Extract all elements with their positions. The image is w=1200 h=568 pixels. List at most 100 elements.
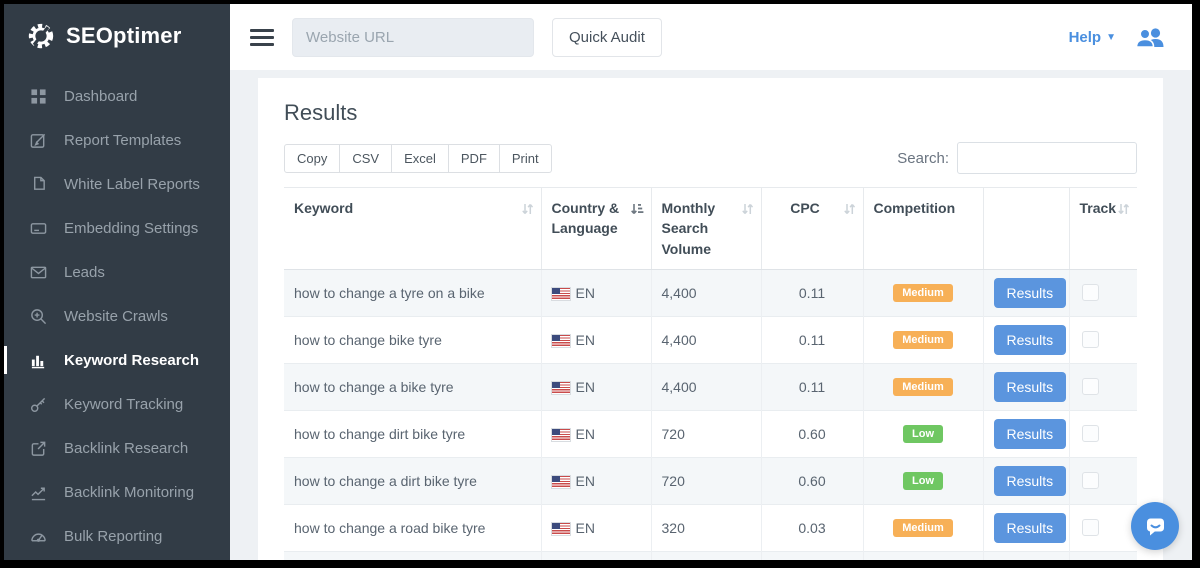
results-button[interactable]: Results bbox=[993, 512, 1067, 543]
table-header-row: Keyword Country & Language Monthly Search … bbox=[284, 187, 1137, 270]
results-button[interactable]: Results bbox=[993, 465, 1067, 496]
table-toolbar: Copy CSV Excel PDF Print Search: bbox=[284, 142, 1137, 174]
column-header-track[interactable]: Track bbox=[1069, 187, 1137, 270]
sidebar-item-leads[interactable]: Leads bbox=[4, 250, 230, 294]
quick-audit-button[interactable]: Quick Audit bbox=[552, 17, 662, 57]
sort-icon bbox=[843, 200, 856, 220]
competition-badge: Medium bbox=[893, 378, 953, 397]
country-cell: EN bbox=[541, 362, 652, 411]
sidebar-item-label: Dashboard bbox=[64, 87, 138, 105]
brand-name: SEOptimer bbox=[66, 23, 182, 48]
competition-badge: Medium bbox=[893, 331, 953, 350]
results-card: Results Copy CSV Excel PDF Print Search: Key… bbox=[258, 78, 1163, 560]
country-cell: EN bbox=[541, 269, 652, 317]
keyword-text: how to change a dirt bike tyre bbox=[294, 472, 477, 489]
sidebar-item-dashboard[interactable]: Dashboard bbox=[4, 74, 230, 118]
sidebar-item-keyword-tracking[interactable]: Keyword Tracking bbox=[4, 382, 230, 426]
country-cell: EN bbox=[541, 503, 652, 552]
csv-export-button[interactable]: CSV bbox=[339, 143, 393, 173]
keyword-cell: how to change bike tyre bbox=[284, 315, 542, 364]
sidebar-item-keyword-research[interactable]: Keyword Research bbox=[4, 338, 230, 382]
column-header-monthly-search-volume[interactable]: Monthly Search Volume bbox=[651, 187, 762, 270]
leads-icon bbox=[29, 263, 47, 281]
track-checkbox[interactable] bbox=[1081, 425, 1099, 443]
website-url-input[interactable] bbox=[292, 17, 534, 57]
track-checkbox[interactable] bbox=[1081, 331, 1099, 349]
sidebar-item-white-label-reports[interactable]: White Label Reports bbox=[4, 162, 230, 206]
results-button[interactable]: Results bbox=[993, 324, 1067, 355]
column-header-cpc[interactable]: CPC bbox=[761, 187, 864, 270]
cpc-value: 0.03 bbox=[798, 519, 826, 536]
sort-desc-icon bbox=[630, 200, 644, 220]
white-label-reports-icon bbox=[29, 175, 47, 193]
country-cell: EN bbox=[541, 409, 652, 458]
competition-cell: Medium bbox=[863, 503, 984, 552]
keyword-cell: how to change a bike tyre bbox=[284, 362, 542, 411]
sidebar-item-backlink-research[interactable]: Backlink Research bbox=[4, 426, 230, 470]
table-row: how to change dirt bike tyre EN 720 0.60 Low… bbox=[284, 409, 1137, 458]
results-button[interactable]: Results bbox=[993, 418, 1067, 449]
track-checkbox[interactable] bbox=[1081, 472, 1099, 490]
country-code: EN bbox=[575, 425, 595, 442]
volume-cell: 4,400 bbox=[651, 315, 762, 364]
sidebar-item-embedding-settings[interactable]: Embedding Settings bbox=[4, 206, 230, 250]
column-header-country-language[interactable]: Country & Language bbox=[541, 187, 652, 270]
action-cell: Results bbox=[983, 456, 1070, 505]
volume-cell: 320 bbox=[651, 550, 762, 560]
sidebar-item-backlink-monitoring[interactable]: Backlink Monitoring bbox=[4, 470, 230, 514]
column-header-keyword[interactable]: Keyword bbox=[284, 187, 542, 270]
track-checkbox[interactable] bbox=[1081, 284, 1099, 302]
table-row: how to change a bike tyre EN 4,400 0.11 Medi… bbox=[284, 362, 1137, 411]
chat-icon bbox=[1144, 515, 1167, 538]
pdf-export-button[interactable]: PDF bbox=[447, 143, 500, 173]
sidebar-item-bulk-reporting[interactable]: Bulk Reporting bbox=[4, 514, 230, 558]
volume-value: 4,400 bbox=[661, 284, 697, 301]
track-cell bbox=[1069, 550, 1137, 560]
competition-cell: Low bbox=[863, 456, 984, 505]
sidebar-item-label: Report Templates bbox=[64, 131, 182, 149]
track-cell bbox=[1069, 409, 1137, 458]
sort-icon bbox=[1117, 200, 1130, 220]
track-checkbox[interactable] bbox=[1081, 378, 1099, 396]
competition-badge: Low bbox=[903, 472, 943, 491]
keyword-text: how to change a road bike tyre bbox=[294, 519, 486, 536]
table-row: how to change a road bike tyre EN 320 0.03 M… bbox=[284, 503, 1137, 552]
country-code: EN bbox=[575, 378, 595, 395]
us-flag-icon bbox=[550, 286, 571, 301]
track-cell bbox=[1069, 269, 1137, 316]
excel-export-button[interactable]: Excel bbox=[391, 143, 449, 173]
account-users-icon[interactable] bbox=[1134, 25, 1166, 49]
cpc-cell: 0.03 bbox=[761, 550, 864, 560]
hamburger-menu-icon[interactable] bbox=[250, 28, 274, 46]
print-export-button[interactable]: Print bbox=[498, 143, 552, 173]
copy-export-button[interactable]: Copy bbox=[284, 143, 341, 173]
track-checkbox[interactable] bbox=[1081, 519, 1099, 537]
sort-icon bbox=[521, 200, 534, 220]
sidebar-item-label: Keyword Tracking bbox=[64, 395, 184, 413]
sidebar-item-label: Backlink Monitoring bbox=[64, 483, 195, 501]
action-cell: Results bbox=[983, 409, 1070, 458]
brand-logo[interactable]: SEOptimer bbox=[4, 4, 230, 68]
cpc-cell: 0.11 bbox=[761, 269, 864, 317]
help-menu[interactable]: Help ▼ bbox=[1069, 29, 1116, 46]
sidebar-item-website-crawls[interactable]: Website Crawls bbox=[4, 294, 230, 338]
competition-badge: Low bbox=[903, 425, 943, 444]
volume-value: 320 bbox=[661, 519, 685, 536]
results-button[interactable]: Results bbox=[993, 277, 1067, 308]
sidebar-nav: Dashboard Report Templates White Label Rep… bbox=[4, 68, 230, 558]
competition-cell: Medium bbox=[863, 362, 984, 411]
sidebar: SEOptimer Dashboard Report Templates White… bbox=[4, 4, 230, 560]
keyword-tracking-icon bbox=[29, 395, 47, 413]
sidebar-item-label: Embedding Settings bbox=[64, 219, 199, 237]
country-code: EN bbox=[575, 472, 595, 489]
action-cell: Results bbox=[983, 269, 1070, 317]
sidebar-item-label: Bulk Reporting bbox=[64, 527, 163, 545]
cpc-value: 0.11 bbox=[798, 284, 826, 301]
search-input[interactable] bbox=[957, 142, 1137, 174]
results-button[interactable]: Results bbox=[993, 371, 1067, 402]
sidebar-item-report-templates[interactable]: Report Templates bbox=[4, 118, 230, 162]
chat-widget-button[interactable] bbox=[1131, 502, 1179, 550]
column-header-label: Track bbox=[1079, 200, 1117, 216]
volume-value: 720 bbox=[661, 425, 685, 442]
keyword-cell: how to change a tyre on a bike bbox=[284, 269, 542, 317]
